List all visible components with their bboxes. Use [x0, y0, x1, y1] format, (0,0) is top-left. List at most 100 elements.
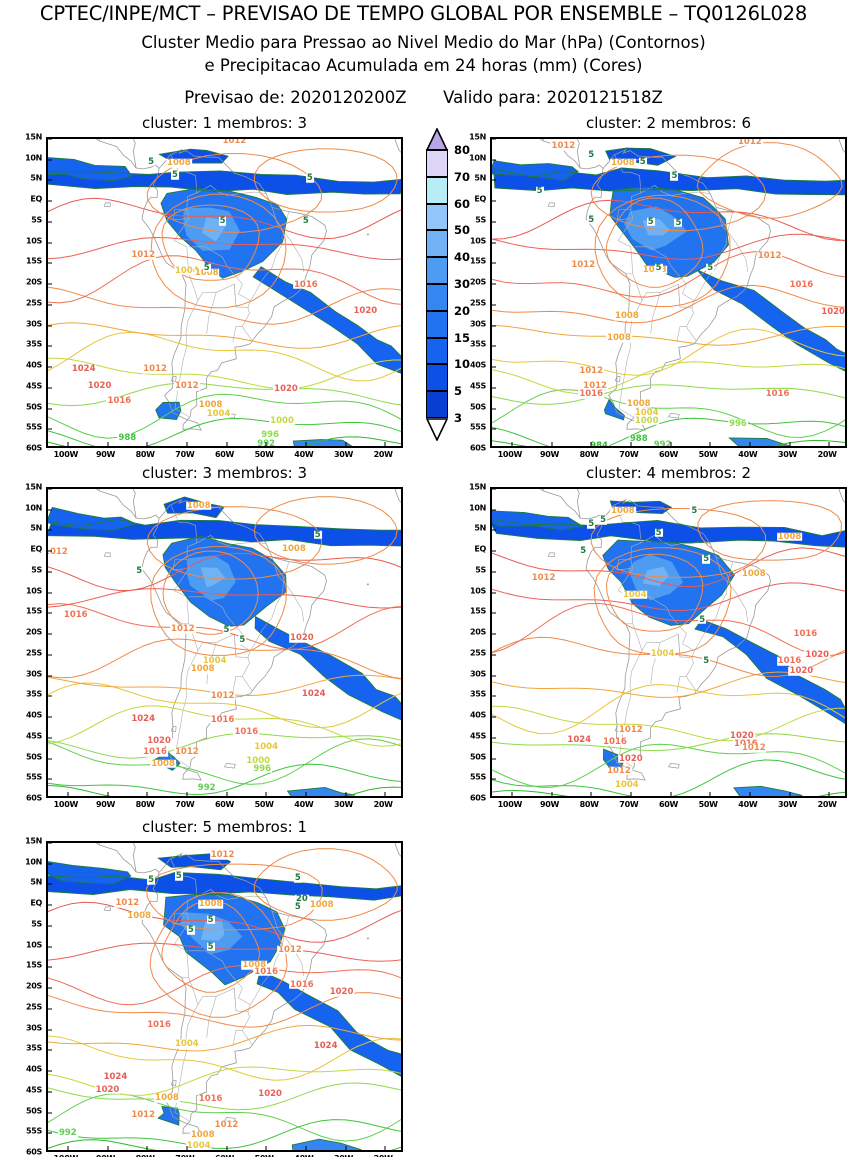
mslp-contour-label: 1012: [130, 249, 157, 260]
mslp-contour-label: 1012: [736, 137, 763, 147]
longitude-tick: [828, 792, 830, 796]
mslp-contour: [48, 286, 401, 325]
colorbar-tick: [426, 336, 448, 339]
mslp-contour-layer: [48, 848, 401, 1150]
longitude-tick: [226, 1146, 227, 1150]
mslp-contour-label: 1012: [617, 724, 644, 735]
colorbar-tick-label: 5: [454, 384, 463, 399]
latitude-tick: [48, 778, 52, 780]
country-border: [250, 915, 290, 1005]
mslp-contour-label: 1008: [185, 500, 212, 511]
latitude-tick: [492, 283, 496, 285]
latitude-tick: [492, 200, 496, 202]
longitude-tick: [107, 792, 108, 796]
precipitation-colorbar: 3 5 10 15 20 30 40 50 60 70 80: [424, 127, 488, 442]
longitude-tick: [749, 792, 751, 796]
latitude-tick-label: 30S: [26, 669, 42, 679]
latitude-tick: [48, 550, 52, 552]
colorbar-tick-label: 15: [454, 330, 471, 345]
coastline: [539, 489, 544, 492]
precipitation-region: [155, 402, 181, 420]
mslp-contour: [492, 324, 845, 346]
mslp-contour: [253, 496, 398, 565]
latitude-tick: [48, 1132, 52, 1134]
mslp-contour: [492, 705, 845, 742]
precipitation-region: [292, 1139, 362, 1150]
mslp-contour-label: 1008: [189, 1130, 216, 1141]
precip-contour: [492, 160, 579, 181]
mslp-contour-label: 1024: [130, 713, 157, 724]
mslp-contour-label: 1004: [173, 1038, 200, 1049]
precipitation-region: [492, 160, 579, 181]
coastline: [95, 843, 100, 846]
mslp-contour-label: 1008: [776, 531, 803, 542]
precip-contour: [48, 872, 401, 901]
latitude-tick: [492, 179, 496, 181]
latitude-tick-label: 45S: [26, 731, 42, 741]
mslp-contour: [48, 901, 401, 943]
coastline: [542, 489, 545, 491]
colorbar-segment: [426, 257, 448, 284]
country-border: [678, 284, 681, 307]
precipitation-region: [293, 439, 352, 446]
country-border: [232, 1011, 250, 1047]
coastline: [98, 489, 101, 491]
mslp-contour: [161, 900, 261, 993]
longitude-tick-label: 40W: [738, 800, 758, 809]
mslp-contour-label: 1024: [312, 1040, 339, 1051]
mslp-contour-label: 1008: [625, 398, 652, 409]
mslp-contour: [492, 233, 845, 260]
longitude-tick-label: 60W: [658, 800, 679, 809]
longitude-tick: [511, 442, 513, 446]
plot-area-cluster-1: 1012 1008 1012 1004 1008 1016 1020 1024 1012 1020…: [25, 133, 403, 459]
latitude-tick-label: 15N: [25, 482, 42, 492]
coastline: [98, 843, 101, 845]
latitude-tick-label: 40S: [26, 710, 42, 720]
plot-area-cluster-3: 1008 1008 1012 1016 1012 1020 1004 1008 1024 1012…: [25, 483, 403, 809]
island-outline: [170, 725, 177, 733]
country-border: [234, 284, 237, 307]
panel-title-cluster-4: cluster: 4 membros: 2: [585, 464, 752, 482]
colorbar-segment: [426, 150, 448, 177]
latitude-tick: [492, 758, 496, 760]
latitude-tick: [48, 737, 52, 739]
latitude-tick: [492, 612, 496, 614]
longitude-tick-label: 30W: [334, 1154, 353, 1157]
colorbar-segment: [426, 310, 448, 338]
panel-cluster-5: cluster: 5 membros: 1 1012 1012 1008 1008 10…: [25, 818, 403, 1157]
precip-contour-label: 5: [638, 156, 647, 167]
precipitation-region: [201, 919, 225, 941]
precip-contour-label: 5: [301, 215, 310, 226]
colorbar-segments: [426, 150, 448, 418]
precip-contour-label: 5: [654, 527, 663, 538]
mslp-contour-label: 1016: [788, 279, 815, 290]
coastline: [132, 843, 137, 873]
country-border: [618, 650, 643, 768]
precip-contour-label: 5: [698, 614, 707, 625]
map-frame-cluster-3: 1008 1008 1012 1016 1012 1020 1004 1008 1024 1012…: [46, 487, 403, 798]
precipitation-region: [729, 437, 790, 446]
longitude-tick-label: 70W: [175, 800, 195, 809]
longitude-tick-label: 30W: [777, 450, 798, 459]
latitude-tick-label: 40S: [470, 360, 486, 370]
mslp-contour: [146, 153, 323, 233]
latitude-tick: [492, 159, 496, 161]
precipitation-region: [492, 510, 583, 531]
latitude-tick-label: 10N: [469, 153, 486, 163]
mslp-contour: [492, 361, 845, 394]
coastline: [585, 498, 771, 781]
country-border: [232, 307, 250, 343]
mslp-contour-label: 1020: [617, 753, 644, 764]
mslp-contour-label: 1012: [582, 380, 608, 391]
mslp-contour: [605, 197, 704, 288]
mslp-contour-label: 1024: [300, 689, 327, 699]
mslp-contour-label: 984: [589, 442, 609, 446]
mslp-contour-label: 996: [252, 763, 273, 774]
mslp-contour: [492, 199, 845, 241]
colorbar-tick-label: 30: [454, 277, 471, 291]
country-border: [271, 207, 305, 272]
precipitation-region: [48, 861, 131, 884]
latitude-tick-label: 35S: [26, 689, 42, 699]
latitude-tick-label: 20S: [26, 981, 42, 991]
